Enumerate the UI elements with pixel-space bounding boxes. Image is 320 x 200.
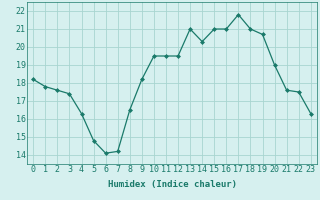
X-axis label: Humidex (Indice chaleur): Humidex (Indice chaleur) xyxy=(108,180,236,189)
